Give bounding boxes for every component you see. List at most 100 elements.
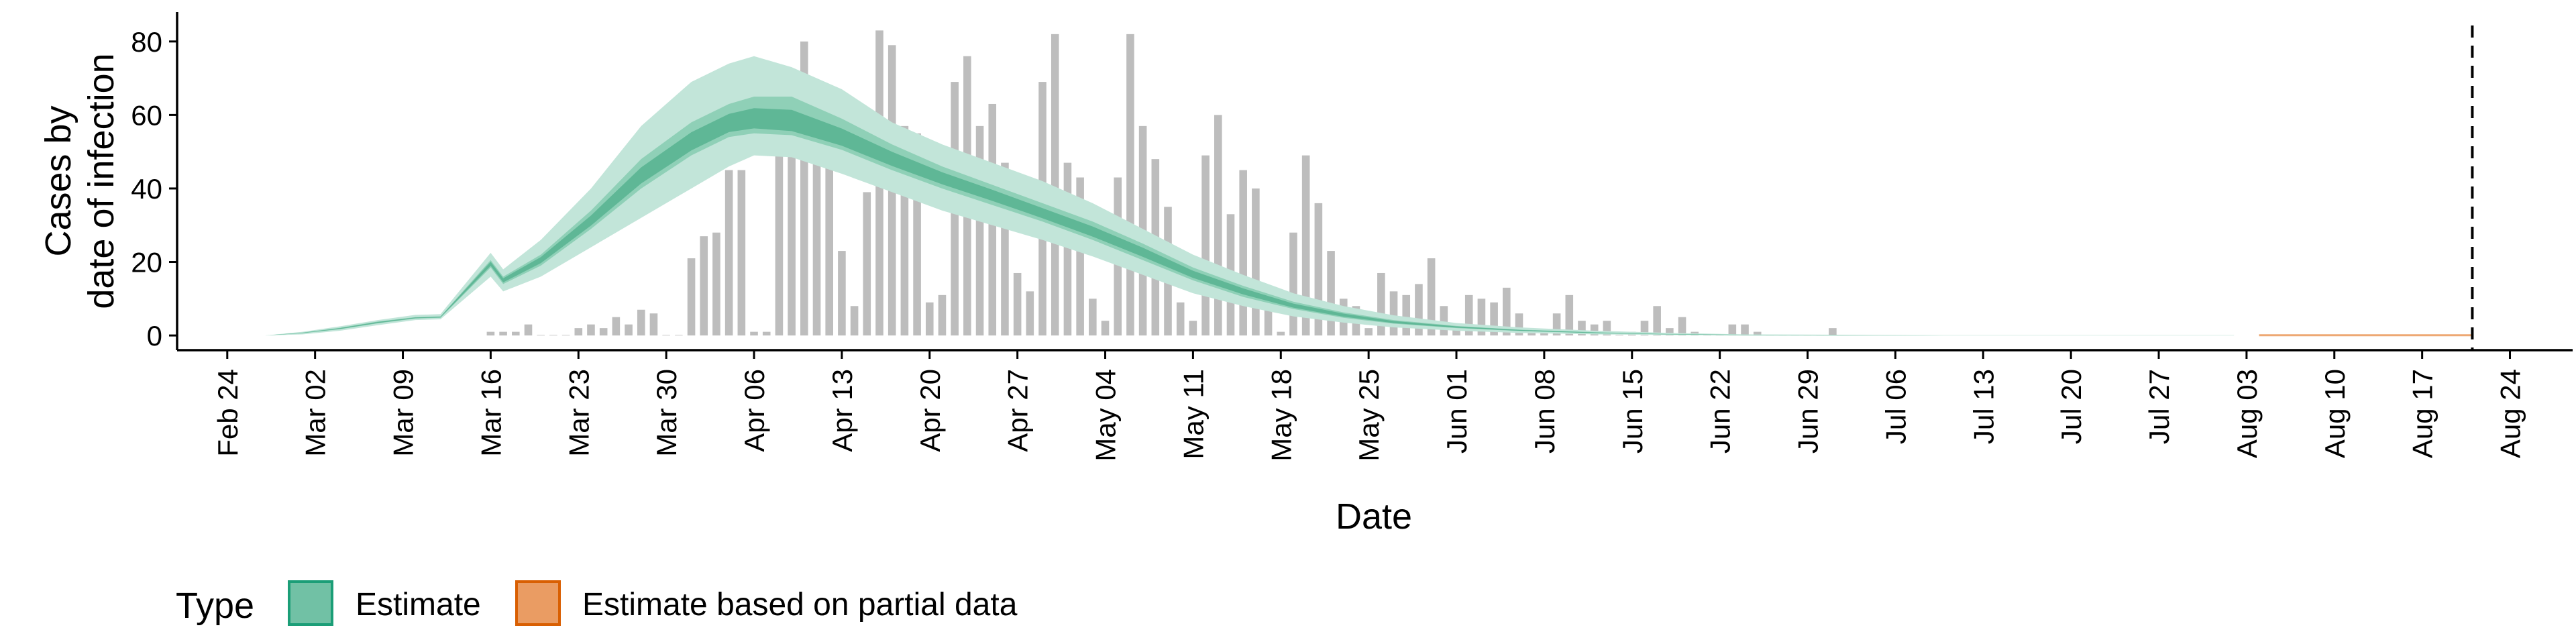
- legend-title: Type: [176, 586, 254, 626]
- x-tick-label: Jun 08: [1529, 369, 1560, 453]
- case-bar: [1051, 34, 1059, 336]
- case-bar: [724, 170, 733, 336]
- x-tick-label: Mar 09: [388, 369, 419, 457]
- case-bar: [1277, 331, 1285, 336]
- case-bar: [1314, 203, 1323, 336]
- case-bar: [800, 41, 808, 336]
- case-bar: [1076, 177, 1084, 336]
- legend: Type Estimate Estimate based on partial …: [176, 580, 1018, 626]
- legend-key-estimate: [288, 580, 333, 626]
- case-bar: [1540, 331, 1548, 336]
- case-bar: [1289, 232, 1297, 336]
- case-bar: [1389, 291, 1398, 336]
- case-bar: [1640, 321, 1649, 336]
- case-bar: [762, 331, 771, 336]
- x-tick-label: Aug 03: [2231, 369, 2263, 458]
- case-bar: [612, 317, 621, 336]
- case-bar: [1741, 324, 1749, 336]
- case-bar: [1264, 306, 1273, 336]
- case-bar: [574, 328, 583, 336]
- case-bar: [750, 331, 758, 336]
- x-tick-label: Apr 27: [1002, 369, 1034, 452]
- case-bar: [700, 236, 708, 336]
- case-bar: [486, 331, 495, 336]
- legend-key-partial: [515, 580, 561, 626]
- case-bar: [1377, 272, 1385, 336]
- case-bar: [1590, 324, 1599, 336]
- x-tick-label: Jul 06: [1880, 369, 1911, 444]
- case-bar: [687, 258, 696, 336]
- x-tick-label: Apr 06: [739, 369, 770, 452]
- case-bar: [1515, 313, 1523, 336]
- case-bar: [1565, 294, 1574, 336]
- case-bar: [1603, 321, 1611, 336]
- case-bar: [1201, 155, 1210, 336]
- y-axis-title-line-2: date of infection: [81, 53, 121, 309]
- case-bar: [499, 331, 507, 336]
- case-bar: [1653, 306, 1661, 336]
- case-bar: [1464, 294, 1473, 336]
- case-bar: [587, 324, 595, 336]
- x-tick-label: Jun 15: [1617, 369, 1648, 453]
- case-bar: [838, 251, 846, 336]
- case-bar: [1001, 162, 1009, 336]
- case-bar: [975, 125, 984, 336]
- y-tick-label: 80: [131, 26, 162, 58]
- case-bar: [1552, 313, 1561, 336]
- case-bar: [712, 232, 720, 336]
- case-bar: [1252, 188, 1260, 336]
- case-bar: [599, 328, 608, 336]
- x-axis-title: Date: [1336, 496, 1412, 537]
- case-bar: [1728, 324, 1737, 336]
- case-bar: [1527, 331, 1536, 336]
- x-tick-label: Mar 16: [475, 369, 506, 457]
- case-bar: [812, 129, 821, 336]
- case-bar: [1189, 321, 1197, 336]
- case-bar: [1089, 299, 1097, 336]
- x-tick-label: Jul 20: [2055, 369, 2087, 444]
- y-tick-label: 60: [131, 99, 162, 131]
- x-tick-label: Jun 01: [1441, 369, 1472, 453]
- x-tick-label: Mar 30: [651, 369, 682, 457]
- case-bar: [1327, 251, 1335, 336]
- x-tick-label: Aug 17: [2407, 369, 2438, 458]
- x-tick-label: Mar 02: [300, 369, 331, 457]
- x-tick-label: Feb 24: [212, 369, 244, 457]
- x-tick-label: May 04: [1090, 369, 1122, 462]
- x-tick-label: Mar 23: [563, 369, 594, 457]
- case-bar: [1753, 331, 1762, 336]
- y-tick-label: 20: [131, 247, 162, 278]
- case-bar: [1578, 321, 1586, 336]
- legend-label-partial: Estimate based on partial data: [582, 587, 1018, 623]
- x-tick-label: Aug 24: [2495, 369, 2526, 458]
- x-tick-label: Jul 13: [1968, 369, 1999, 444]
- case-bar: [850, 306, 859, 336]
- case-bar: [1301, 155, 1310, 336]
- x-tick-label: Apr 20: [914, 369, 946, 452]
- case-bar: [637, 309, 645, 336]
- y-axis-title: Cases by date of infection: [38, 53, 121, 309]
- case-bar: [1126, 34, 1134, 336]
- case-bar: [625, 324, 633, 336]
- case-bar: [737, 170, 746, 336]
- tick-labels: 0 20 40 60 80 Feb 24 Mar 02 Mar 09 Mar 16 Mar 23 M…: [131, 26, 2526, 462]
- case-bar: [913, 133, 921, 336]
- case-bar: [1829, 328, 1837, 336]
- x-tick-label: Aug 10: [2319, 369, 2351, 458]
- legend-label-estimate: Estimate: [356, 587, 481, 623]
- case-bar: [524, 324, 533, 336]
- case-bar: [1452, 328, 1460, 336]
- case-bar: [900, 125, 909, 336]
- case-bar: [938, 294, 947, 336]
- case-bar: [1026, 291, 1034, 336]
- case-bar: [825, 162, 833, 336]
- x-tick-label: May 11: [1177, 369, 1209, 460]
- case-bar: [1402, 294, 1411, 336]
- estimate-ribbons: [264, 56, 2473, 337]
- case-bar: [512, 331, 520, 336]
- x-tick-label: Jun 29: [1792, 369, 1824, 453]
- y-tick-label: 0: [147, 320, 162, 352]
- y-axis-title-line-1: Cases by: [38, 105, 78, 256]
- case-bar: [775, 67, 784, 336]
